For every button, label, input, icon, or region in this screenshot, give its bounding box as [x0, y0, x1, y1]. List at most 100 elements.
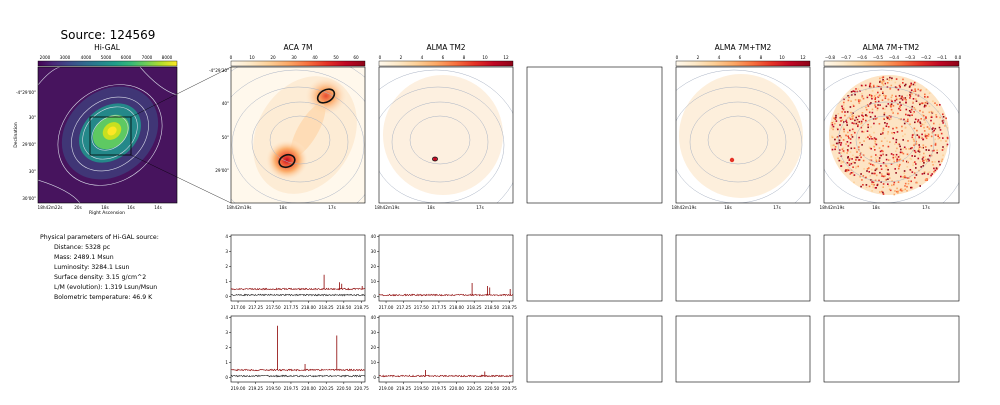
noise-pixel — [904, 182, 907, 185]
noise-pixel — [888, 115, 891, 117]
noise-pixel — [887, 185, 890, 187]
noise-pixel — [894, 81, 897, 84]
noise-pixel — [862, 154, 865, 156]
parameters-heading: Physical parameters of Hi-GAL source: — [40, 234, 159, 241]
noise-pixel — [884, 82, 886, 85]
noise-pixel — [843, 121, 845, 123]
noise-pixel — [940, 160, 943, 162]
noise-pixel — [921, 123, 923, 126]
noise-pixel — [869, 163, 872, 165]
noise-pixel — [902, 148, 904, 150]
noise-pixel — [873, 138, 875, 141]
noise-pixel — [878, 157, 881, 159]
noise-pixel — [845, 134, 847, 137]
noise-pixel — [840, 152, 843, 154]
noise-pixel — [895, 86, 898, 89]
noise-pixel — [882, 191, 884, 194]
noise-pixel — [859, 123, 862, 125]
noise-pixel — [882, 175, 885, 178]
source-ellipse — [278, 153, 296, 169]
noise-pixel — [841, 107, 844, 110]
noise-pixel — [944, 125, 946, 127]
noise-pixel — [865, 106, 867, 109]
noise-pixel — [852, 161, 855, 164]
x-tick-label: 220.00 — [301, 386, 316, 391]
parameter-line: Luminosity: 3284.1 Lsun — [54, 264, 130, 271]
noise-pixel — [886, 172, 889, 174]
x-tick-label: 218.50 — [485, 305, 500, 310]
noise-pixel — [843, 130, 845, 133]
noise-pixel — [836, 136, 838, 139]
noise-pixel — [914, 90, 917, 92]
noise-pixel — [918, 144, 920, 146]
noise-pixel — [881, 99, 884, 101]
noise-pixel — [918, 102, 920, 104]
noise-pixel — [882, 107, 884, 110]
noise-pixel — [859, 100, 862, 102]
noise-pixel — [856, 151, 858, 153]
noise-pixel — [836, 127, 838, 130]
noise-pixel — [871, 164, 874, 166]
noise-pixel — [857, 148, 860, 151]
x-tick-label: 18h42m19s — [820, 205, 845, 210]
noise-pixel — [914, 155, 916, 157]
noise-pixel — [887, 183, 889, 185]
x-tick-label: 220.50 — [337, 386, 352, 391]
noise-pixel — [924, 179, 927, 181]
noise-pixel — [843, 128, 845, 131]
noise-pixel — [946, 143, 949, 146]
noise-pixel — [870, 159, 873, 162]
noise-pixel — [908, 86, 911, 88]
noise-pixel — [931, 173, 933, 175]
noise-pixel — [913, 149, 916, 152]
noise-pixel — [881, 190, 883, 193]
noise-pixel — [873, 164, 875, 167]
noise-pixel — [870, 96, 873, 98]
noise-pixel — [873, 137, 876, 139]
contours — [38, 67, 177, 203]
noise-pixel — [874, 187, 877, 189]
noise-pixel — [888, 159, 890, 161]
noise-pixel — [928, 111, 931, 114]
noise-pixel — [926, 135, 928, 137]
noise-pixel — [849, 118, 852, 120]
noise-pixel — [895, 97, 898, 100]
noise-pixel — [847, 135, 849, 138]
noise-pixel — [837, 128, 839, 131]
noise-pixel — [917, 88, 919, 91]
noise-pixel — [930, 116, 932, 118]
noise-pixel — [913, 144, 915, 146]
noise-pixel — [853, 181, 855, 184]
noise-pixel — [919, 109, 921, 112]
noise-pixel — [841, 111, 843, 113]
source-ellipse — [316, 88, 336, 104]
x-tick-label: 18h42m22s — [38, 205, 63, 210]
contours — [379, 69, 513, 203]
noise-pixel — [844, 114, 846, 117]
noise-pixel — [849, 138, 852, 140]
noise-pixel — [925, 149, 928, 151]
noise-pixel — [851, 136, 854, 138]
y-tick-label: 1 — [225, 360, 228, 365]
noise-pixel — [867, 123, 869, 126]
noise-pixel — [922, 146, 924, 149]
colorbar-tick: 12 — [800, 55, 806, 60]
noise-pixel — [850, 147, 853, 150]
noise-pixel — [878, 95, 880, 98]
noise-pixel — [897, 156, 900, 158]
x-tick-label: 220.25 — [467, 386, 482, 391]
noise-pixel — [857, 159, 860, 161]
noise-pixel — [932, 100, 934, 103]
noise-pixel — [946, 127, 949, 129]
noise-pixel — [910, 180, 912, 183]
x-tick-label: 217.50 — [266, 305, 281, 310]
noise-pixel — [893, 181, 896, 184]
noise-pixel — [886, 173, 889, 175]
colorbar — [378, 60, 514, 67]
noise-pixel — [896, 190, 898, 193]
panel-alma-7m-tm2: ALMA 7M+TM2 0 2 4 6 8 10 12 18h42m19s 18 — [672, 43, 811, 210]
noise-pixel — [887, 126, 890, 128]
noise-pixel — [910, 108, 913, 111]
noise-pixel — [922, 144, 925, 146]
noise-pixel — [864, 84, 867, 87]
